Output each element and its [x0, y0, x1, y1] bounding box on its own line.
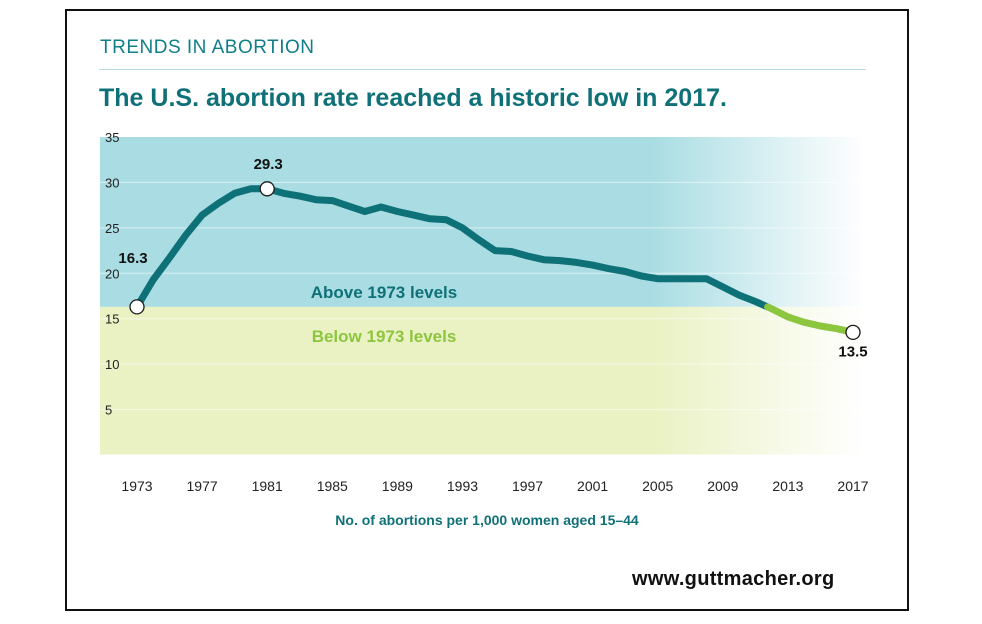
- x-tick-label: 1981: [252, 478, 283, 494]
- below-1973-label: Below 1973 levels: [312, 327, 457, 346]
- x-tick-label: 2009: [707, 478, 738, 494]
- y-tick-label: 5: [105, 403, 112, 418]
- y-tick-label: 15: [105, 312, 119, 327]
- y-axis-ticks: 5 10 15 20 25 30 35: [105, 130, 119, 418]
- gridlines: [100, 181, 866, 456]
- data-point-marker: [845, 324, 861, 340]
- x-tick-label: 2005: [642, 478, 673, 494]
- rate-series: [133, 185, 857, 336]
- y-tick-label: 30: [105, 175, 119, 190]
- figure-kicker: TRENDS IN ABORTION: [100, 37, 315, 58]
- data-point-label: 16.3: [118, 250, 147, 267]
- below-1973-band: [100, 306, 866, 455]
- above-1973-band: [100, 137, 866, 307]
- data-point-label: 13.5: [838, 343, 867, 360]
- y-tick-label: 25: [105, 221, 119, 236]
- x-axis-ticks: 1973 1977 1981 1985 1989 1993 1997 2001 2005 2009…: [121, 478, 868, 494]
- x-tick-label: 1973: [121, 478, 152, 494]
- above-1973-label: Above 1973 levels: [311, 283, 457, 302]
- rate-line-above-1973: [133, 185, 772, 311]
- x-tick-label: 1993: [447, 478, 478, 494]
- header-divider: [99, 69, 866, 70]
- x-tick-label: 1985: [317, 478, 348, 494]
- figure-title: The U.S. abortion rate reached a histori…: [99, 84, 727, 112]
- annotation-markers: 16.3 29.3 13.5: [118, 156, 867, 361]
- x-axis-label: No. of abortions per 1,000 women aged 15…: [335, 512, 639, 528]
- data-point-marker: [259, 181, 275, 197]
- data-point-label: 29.3: [254, 156, 283, 173]
- rate-line-below-1973: [764, 303, 857, 336]
- data-point-marker: [129, 299, 145, 315]
- x-tick-label: 1997: [512, 478, 543, 494]
- x-tick-label: 2017: [837, 478, 868, 494]
- source-url: www.guttmacher.org: [632, 568, 835, 590]
- y-tick-label: 35: [105, 130, 119, 145]
- x-tick-label: 2001: [577, 478, 608, 494]
- x-tick-label: 2013: [772, 478, 803, 494]
- x-tick-label: 1977: [187, 478, 218, 494]
- y-tick-label: 20: [105, 266, 119, 281]
- x-tick-label: 1989: [382, 478, 413, 494]
- y-tick-label: 10: [105, 357, 119, 372]
